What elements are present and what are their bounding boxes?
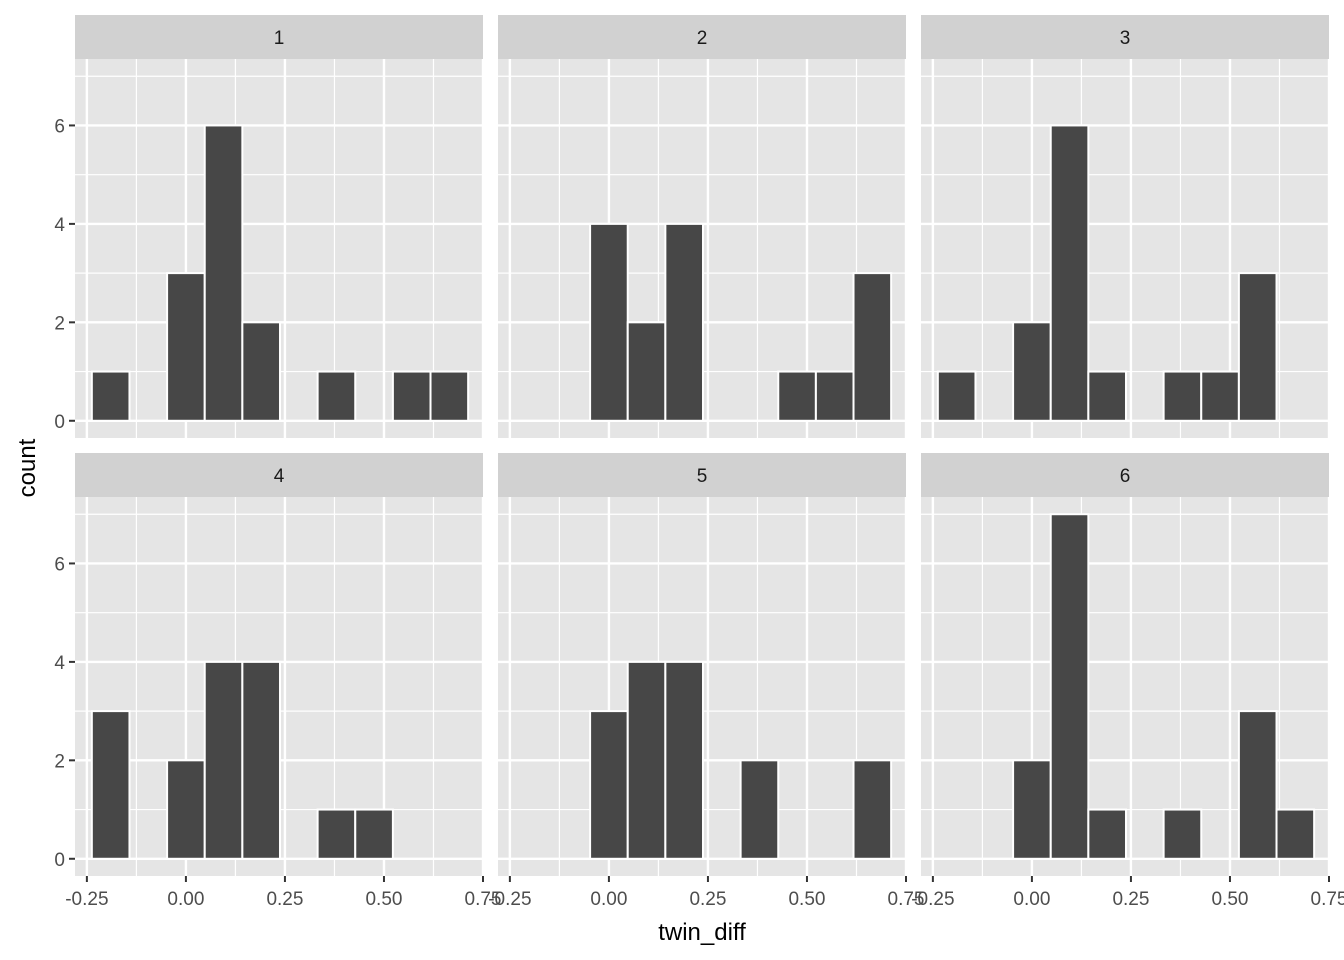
facet-strip-label: 4 xyxy=(274,466,285,487)
x-tick-label: -0.25 xyxy=(65,889,108,910)
x-tick-label: 0.25 xyxy=(266,889,303,910)
facet-panel-3: 3 xyxy=(921,15,1331,438)
x-tick-label: 0.50 xyxy=(788,889,825,910)
y-tick-label: 2 xyxy=(54,313,65,334)
histogram-bar xyxy=(241,321,281,422)
histogram-bar xyxy=(391,370,432,422)
facet-strip-label: 1 xyxy=(274,28,285,49)
histogram-bar xyxy=(316,808,357,860)
facet-strip xyxy=(921,453,1329,497)
histogram-bar xyxy=(1012,759,1052,860)
facet-strip xyxy=(921,15,1329,59)
facet-panel-5: 5 xyxy=(498,453,908,876)
x-tick-label: 0.50 xyxy=(1211,889,1248,910)
y-tick-label: 6 xyxy=(54,554,65,575)
histogram-bar xyxy=(1162,370,1203,422)
y-tick-label: 2 xyxy=(54,751,65,772)
histogram-bar xyxy=(852,272,893,422)
histogram-bar xyxy=(1237,710,1278,860)
histogram-bar xyxy=(777,370,817,422)
x-tick-label: 0.75 xyxy=(888,889,925,910)
x-tick-label: 0.50 xyxy=(365,889,402,910)
y-tick-label: 4 xyxy=(54,653,65,674)
facet-strip-label: 2 xyxy=(697,28,708,49)
x-tick-label: 0.25 xyxy=(1112,889,1149,910)
histogram-bar xyxy=(589,710,629,860)
histogram-bar xyxy=(1049,513,1090,860)
histogram-bar xyxy=(1162,808,1203,860)
x-axis-title: twin_diff xyxy=(658,919,746,946)
x-tick-label: 0.75 xyxy=(465,889,502,910)
histogram-bar xyxy=(626,321,667,422)
histogram-bar xyxy=(241,660,281,860)
histogram-bar xyxy=(814,370,855,422)
facet-strip-label: 6 xyxy=(1120,466,1131,487)
histogram-bar xyxy=(90,370,131,422)
x-tick-label: 0.25 xyxy=(689,889,726,910)
facet-panel-2: 2 xyxy=(498,15,908,438)
y-tick-label: 4 xyxy=(54,215,65,236)
y-tick-label: 0 xyxy=(54,412,65,433)
y-axis: 0 2 4 6 0 2 4 6 xyxy=(54,116,75,871)
histogram-bar xyxy=(626,660,667,860)
histogram-bar xyxy=(664,660,704,860)
histogram-bar xyxy=(203,660,244,860)
histogram-bar xyxy=(1275,808,1316,860)
x-tick-label: 0.00 xyxy=(167,889,204,910)
x-tick-label: -0.25 xyxy=(488,889,531,910)
histogram-bar xyxy=(166,272,206,422)
histogram-bar xyxy=(739,759,780,860)
histogram-bar xyxy=(1087,370,1127,422)
y-tick-label: 6 xyxy=(54,116,65,137)
facet-panel-1: 1 xyxy=(75,15,485,438)
histogram-bar xyxy=(429,370,470,422)
histogram-bar xyxy=(354,808,394,860)
facet-strip-label: 3 xyxy=(1120,28,1131,49)
histogram-bar xyxy=(852,759,893,860)
histogram-bar xyxy=(166,759,206,860)
histogram-bar xyxy=(203,124,244,422)
facet-strip xyxy=(498,15,906,59)
histogram-bar xyxy=(90,710,131,860)
facet-strip xyxy=(75,453,483,497)
histogram-bar xyxy=(316,370,357,422)
y-axis-title: count xyxy=(14,438,41,497)
facet-strip xyxy=(75,15,483,59)
y-tick-label: 0 xyxy=(54,850,65,871)
facet-strip-label: 5 xyxy=(697,466,708,487)
x-tick-label: -0.25 xyxy=(911,889,954,910)
x-tick-label: 0.00 xyxy=(1013,889,1050,910)
facet-panels: 1 2 3 4 5 6 xyxy=(75,15,1331,876)
histogram-bar xyxy=(664,222,704,422)
x-axis: -0.25 0.00 0.25 0.50 0.75-0.25 0.00 0.25 0.50 0.… xyxy=(65,876,1344,910)
histogram-bar xyxy=(589,222,629,422)
histogram-bar xyxy=(1087,808,1127,860)
x-tick-label: 0.00 xyxy=(590,889,627,910)
histogram-bar xyxy=(1200,370,1240,422)
facet-strip xyxy=(498,453,906,497)
histogram-bar xyxy=(1049,124,1090,422)
x-tick-label: 0.75 xyxy=(1311,889,1344,910)
facet-panel-4: 4 xyxy=(75,453,485,876)
histogram-bar xyxy=(936,370,977,422)
facet-panel-6: 6 xyxy=(921,453,1331,876)
histogram-bar xyxy=(1237,272,1278,422)
histogram-bar xyxy=(1012,321,1052,422)
